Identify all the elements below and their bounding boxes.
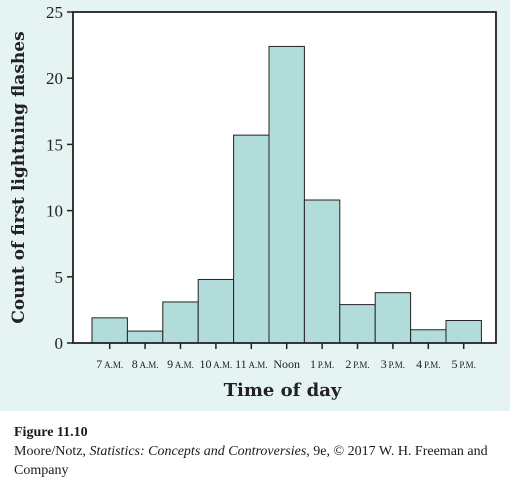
x-tick-label-5: Noon: [273, 357, 300, 371]
histogram-chart: 0 5 10 15 20 25 7 A.M. 8 A.M. 9 A.M. 10 A.M. 11 A.…: [9, 3, 497, 401]
y-tick-label-15: 15: [46, 135, 63, 154]
bar-5: [268, 45, 305, 344]
caption-figure-label: Figure 11.10: [14, 425, 88, 440]
x-tick-label-7: 2 P.M.: [345, 357, 369, 371]
x-axis-title: Time of day: [224, 380, 342, 401]
plot-frame: [72, 11, 497, 344]
bar-8: [374, 292, 412, 344]
x-tick-label-0: 7 A.M.: [96, 357, 123, 371]
bar-10: [445, 319, 482, 344]
bar-2: [162, 301, 199, 344]
caption-authors: Moore/Notz,: [14, 444, 90, 459]
bar-4: [233, 134, 270, 344]
x-tick-label-8: 3 P.M.: [381, 357, 405, 371]
y-tick-label-20: 20: [46, 69, 63, 88]
x-tick-label-3: 10 A.M.: [199, 357, 232, 371]
x-tick-label-6: 1 P.M.: [310, 357, 334, 371]
bar-7: [339, 304, 376, 344]
caption-publisher: , 9e, © 2017 W. H. Freeman and Company: [14, 444, 488, 478]
bar-0: [91, 317, 128, 344]
y-axis-title: Count of first lightning flashes: [9, 31, 29, 323]
x-tick-label-4: 11 A.M.: [235, 357, 267, 371]
y-tick-label-0: 0: [55, 334, 64, 353]
x-tick-label-2: 9 A.M.: [167, 357, 194, 371]
y-tick-label-5: 5: [55, 268, 64, 287]
caption-book-title: Statistics: Concepts and Controversies: [89, 444, 307, 459]
y-tick-label-10: 10: [46, 202, 63, 221]
x-tick-label-10: 5 P.M.: [452, 357, 476, 371]
bar-9: [410, 329, 447, 344]
bar-6: [303, 199, 341, 344]
y-tick-label-25: 25: [46, 3, 63, 22]
x-tick-label-1: 8 A.M.: [132, 357, 159, 371]
figure-caption: Figure 11.10 Moore/Notz, Statistics: Con…: [14, 423, 504, 480]
bar-1: [126, 330, 164, 344]
x-tick-label-9: 4 P.M.: [416, 357, 440, 371]
bar-3: [197, 278, 235, 344]
